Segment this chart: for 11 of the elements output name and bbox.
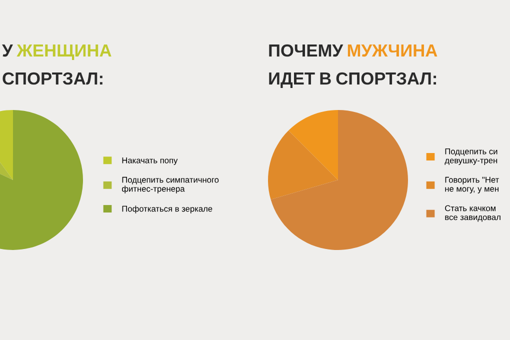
chart-title: У ЖЕНЩИНА СПОРТЗАЛ: bbox=[2, 44, 112, 85]
legend-label: Пофоткаться в зеркале bbox=[122, 206, 212, 214]
pie-slice bbox=[268, 130, 338, 200]
legend-label: Подцепить симпатичного фитнес-тренера bbox=[122, 176, 219, 194]
legend-label: Подцепить си девушку-трен bbox=[444, 148, 498, 165]
legend-label: Накачать попу bbox=[122, 158, 178, 165]
pie-slice bbox=[270, 110, 408, 250]
pie-slice bbox=[288, 110, 338, 180]
legend-label: Стать качком все завидовал bbox=[445, 205, 500, 222]
chart-title: ПОЧЕМУ МУЖЧИНА ИДЕТ В СПОРТЗАЛ: bbox=[269, 44, 438, 88]
legend-label: Говорить "Нет не могу, у мен bbox=[445, 176, 499, 194]
